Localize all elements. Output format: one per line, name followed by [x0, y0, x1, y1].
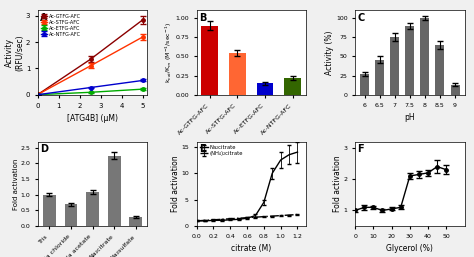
Text: F: F: [357, 144, 364, 154]
Y-axis label: Fold activation: Fold activation: [171, 155, 180, 212]
Y-axis label: Activity
(RFU/sec): Activity (RFU/sec): [5, 34, 24, 71]
Bar: [86, 192, 99, 226]
Bar: [201, 26, 218, 95]
Bar: [436, 45, 445, 95]
Legend: Ac-GTFG-AFC, Ac-STFG-AFC, Ac-ETFG-AFC, Ac-NTFG-AFC: Ac-GTFG-AFC, Ac-STFG-AFC, Ac-ETFG-AFC, A…: [40, 13, 82, 38]
X-axis label: Glycerol (%): Glycerol (%): [386, 244, 433, 253]
Bar: [129, 217, 142, 226]
Y-axis label: Activity (%): Activity (%): [326, 30, 335, 75]
Bar: [420, 18, 429, 95]
Bar: [43, 195, 56, 226]
Bar: [450, 85, 460, 95]
Bar: [64, 204, 77, 226]
X-axis label: pH: pH: [404, 113, 415, 122]
Y-axis label: k$_{cat}$/K$_{m}$ (M$^{-1}$/sec$^{-1}$): k$_{cat}$/K$_{m}$ (M$^{-1}$/sec$^{-1}$): [164, 22, 174, 83]
Y-axis label: Fold activation: Fold activation: [13, 158, 19, 209]
Bar: [375, 60, 384, 95]
Text: B: B: [199, 13, 206, 23]
Bar: [284, 78, 301, 95]
Bar: [108, 155, 121, 226]
Legend: Na₂citrate, (NH₄)₂citrate: Na₂citrate, (NH₄)₂citrate: [199, 144, 244, 157]
X-axis label: citrate (M): citrate (M): [231, 244, 271, 253]
Bar: [229, 53, 246, 95]
Bar: [405, 26, 414, 95]
Text: C: C: [357, 13, 365, 23]
Bar: [390, 37, 399, 95]
Text: A: A: [40, 13, 47, 23]
X-axis label: [ATG4B] (μM): [ATG4B] (μM): [67, 114, 118, 123]
Y-axis label: Fold activation: Fold activation: [333, 155, 342, 212]
Text: E: E: [199, 144, 205, 154]
Bar: [257, 83, 273, 95]
Bar: [360, 74, 369, 95]
Text: D: D: [40, 144, 48, 154]
